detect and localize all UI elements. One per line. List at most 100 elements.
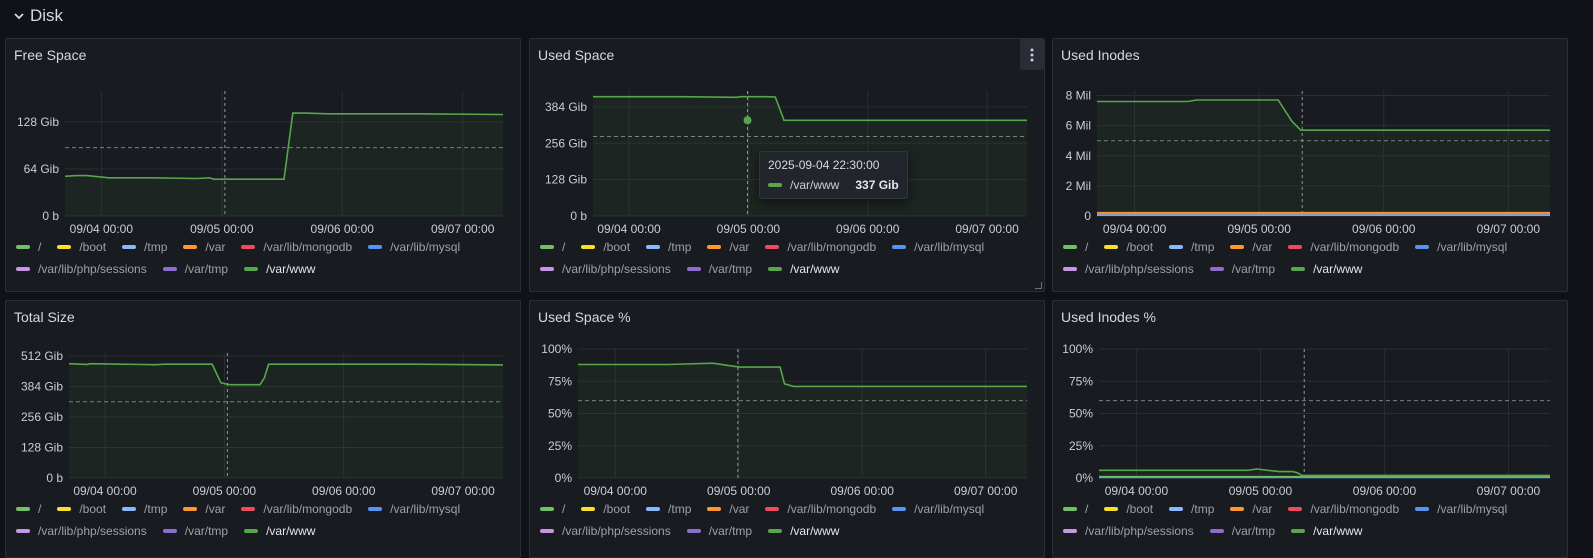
legend-item[interactable]: /var/lib/php/sessions (540, 522, 671, 540)
legend-item[interactable]: /var (707, 238, 749, 256)
legend-item[interactable]: /var/lib/mysql (892, 238, 984, 256)
series-area (69, 363, 503, 478)
legend-item[interactable]: /var/lib/mysql (1415, 500, 1507, 518)
legend-item[interactable]: /var/lib/php/sessions (1063, 260, 1194, 278)
legend-item[interactable]: / (16, 500, 41, 518)
legend-item[interactable]: /var/lib/php/sessions (1063, 522, 1194, 540)
legend: / /boot/tmp/var/var/lib/mongodb/var/lib/m… (16, 238, 516, 278)
legend-item[interactable]: /var/tmp (1209, 522, 1276, 540)
legend-item[interactable]: /var/tmp (162, 260, 228, 278)
legend-swatch (581, 507, 596, 511)
panel-used-inodes-pct[interactable]: Used Inodes % 0% 25% 50% 75% 100% 09/04 00:00… (1052, 300, 1568, 558)
legend-item[interactable]: /var/lib/php/sessions (16, 522, 147, 540)
legend-item[interactable]: /var (183, 238, 225, 256)
panel-used-inodes[interactable]: Used Inodes 0 2 Mil 4 Mil 6 Mil 8 Mil 09/04 0… (1052, 38, 1568, 292)
legend-swatch (183, 507, 198, 511)
legend-label: /tmp (1191, 240, 1215, 254)
legend-item[interactable]: /var (707, 500, 749, 518)
legend-item[interactable]: /boot (581, 238, 630, 256)
legend-item[interactable]: /var/lib/php/sessions (540, 260, 671, 278)
legend-item[interactable]: /var (183, 500, 225, 518)
legend-item[interactable]: /var (1230, 500, 1272, 518)
legend-item[interactable]: /var/lib/mysql (368, 500, 460, 518)
row-header-disk[interactable]: Disk (12, 4, 63, 28)
legend-item[interactable]: / (1063, 500, 1088, 518)
legend-item[interactable]: /tmp (122, 500, 167, 518)
legend-item[interactable]: /var (1230, 238, 1272, 256)
legend-label: /var/tmp (184, 524, 229, 538)
legend-label: /var/lib/mongodb (787, 502, 877, 516)
legend-item[interactable]: /var/lib/mongodb (765, 238, 876, 256)
legend-item[interactable]: /var/tmp (162, 522, 229, 540)
legend-label: /var (205, 502, 226, 516)
legend-label: /var/lib/mongodb (787, 240, 877, 254)
legend-item[interactable]: /var/www (768, 522, 839, 540)
chart-free-space[interactable]: 0 b 64 Gib 128 Gib 09/04 00:00 09/05 00:00 09… (6, 79, 520, 239)
legend-item[interactable]: /var/lib/mongodb (241, 238, 352, 256)
legend-item[interactable]: /var/lib/php/sessions (16, 260, 147, 278)
legend-swatch (16, 529, 30, 533)
x-tick-label: 09/06 00:00 (1352, 222, 1416, 236)
legend-swatch (244, 267, 259, 271)
chart-total-size[interactable]: 0 b 128 Gib 256 Gib 384 Gib 512 Gib 09/04 00:… (6, 341, 520, 501)
legend-swatch (1063, 529, 1077, 533)
legend-label: /var/tmp (1231, 524, 1276, 538)
legend-item[interactable]: /var/tmp (1209, 260, 1275, 278)
legend-swatch (1288, 507, 1303, 511)
x-tick-label: 09/07 00:00 (1477, 484, 1541, 498)
legend-item[interactable]: /var/lib/mysql (368, 238, 460, 256)
legend-item[interactable]: /boot (581, 500, 630, 518)
legend-item[interactable]: /boot (57, 500, 106, 518)
y-tick-label: 0% (555, 471, 573, 485)
legend-swatch (1291, 529, 1306, 533)
legend-item[interactable]: /var/www (244, 260, 315, 278)
y-tick-label: 256 Gib (21, 410, 63, 424)
legend-item[interactable]: /tmp (646, 500, 691, 518)
legend-item[interactable]: /var/www (1291, 522, 1362, 540)
legend-swatch (16, 507, 30, 511)
legend-item[interactable]: /var/lib/mongodb (1288, 238, 1399, 256)
legend-item[interactable]: /tmp (1169, 238, 1214, 256)
legend-item[interactable]: /var/lib/mysql (1415, 238, 1507, 256)
resize-handle[interactable] (1035, 282, 1042, 289)
x-tick-label: 09/04 00:00 (1105, 484, 1169, 498)
legend-swatch (707, 507, 722, 511)
legend-item[interactable]: /boot (1104, 238, 1153, 256)
panel-total-size[interactable]: Total Size 0 b 128 Gib 256 Gib 384 Gib 512 G… (5, 300, 521, 558)
legend-item[interactable]: /var/tmp (686, 522, 752, 540)
legend-item[interactable]: /tmp (1169, 500, 1214, 518)
legend-item[interactable]: /var/lib/mongodb (1288, 500, 1399, 518)
legend-item[interactable]: /var/lib/mysql (892, 500, 984, 518)
chart-used-inodes-pct[interactable]: 0% 25% 50% 75% 100% 09/04 00:00 09/05 00:00 09/… (1053, 341, 1567, 501)
legend-item[interactable]: /var/www (244, 522, 315, 540)
chart-used-inodes[interactable]: 0 2 Mil 4 Mil 6 Mil 8 Mil 09/04 00:00 09/05 00… (1053, 79, 1567, 239)
legend-label: /boot (79, 502, 107, 516)
legend-item[interactable]: / (1063, 238, 1088, 256)
y-tick-label: 0 b (570, 209, 587, 223)
legend-item[interactable]: /var/lib/mongodb (765, 500, 876, 518)
chart-used-space-pct[interactable]: 0% 25% 50% 75% 100% 09/04 00:00 09/05 00:00 09/… (530, 341, 1044, 501)
legend-swatch (244, 529, 259, 533)
legend-label: /boot (603, 240, 631, 254)
panel-menu-button[interactable] (1020, 39, 1044, 70)
panel-used-space[interactable]: Used Space 0 b 128 Gib 256 Gib 384 Gib 09/04… (529, 38, 1045, 292)
legend-item[interactable]: /tmp (646, 238, 691, 256)
y-tick-label: 128 Gib (17, 115, 59, 129)
legend-item[interactable]: /var/tmp (686, 260, 752, 278)
legend-item[interactable]: /var/www (1291, 260, 1362, 278)
legend-swatch (1415, 507, 1430, 511)
legend-item[interactable]: / (16, 238, 41, 256)
legend-swatch (1288, 245, 1303, 249)
legend-item[interactable]: /var/www (768, 260, 839, 278)
legend-swatch (57, 245, 72, 249)
legend-item[interactable]: / (540, 238, 565, 256)
legend-item[interactable]: / (540, 500, 565, 518)
panel-used-space-pct[interactable]: Used Space % 0% 25% 50% 75% 100% 09/04 00:00 0… (529, 300, 1045, 558)
legend-item[interactable]: /boot (1104, 500, 1153, 518)
series-line (64, 112, 504, 180)
legend-item[interactable]: /var/lib/mongodb (241, 500, 352, 518)
legend: / /boot/tmp/var/var/lib/mongodb/var/lib/m… (540, 238, 1040, 278)
legend-item[interactable]: /tmp (122, 238, 167, 256)
panel-free-space[interactable]: Free Space 0 b 64 Gib 128 Gib 09/04 00:00 09… (5, 38, 521, 292)
legend-item[interactable]: /boot (57, 238, 106, 256)
